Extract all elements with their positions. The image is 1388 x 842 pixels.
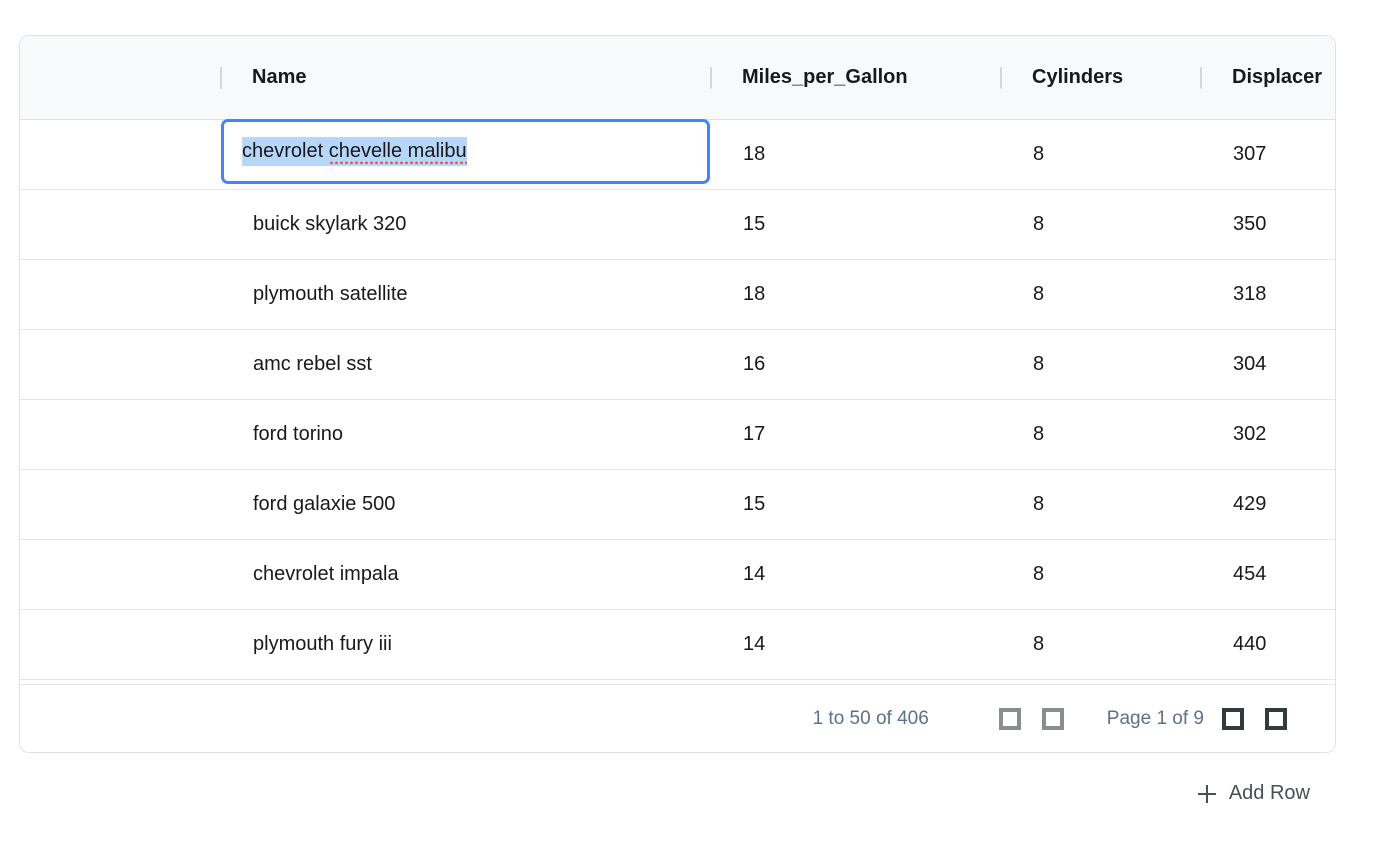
cell-mpg[interactable]: 16 [743,353,766,375]
cell-mpg[interactable]: 15 [743,493,766,515]
pagination-controls: 1 to 50 of 406 Page 1 of 9 [813,685,1287,752]
column-resize-handle-mpg[interactable] [710,67,712,89]
table-row[interactable]: chevrolet chevelle malibu 18 8 307 [20,119,1335,190]
previous-page-button[interactable] [1041,707,1064,730]
row-select-cell[interactable] [20,400,222,469]
column-header-name-label: Name [252,66,307,88]
table-row[interactable]: ford galaxie 500 15 8 429 [20,470,1335,540]
row-select-cell[interactable] [20,610,222,679]
column-header-miles-per-gallon[interactable]: Miles_per_Gallon [712,36,1002,119]
table-row[interactable]: amc rebel sst 16 8 304 [20,330,1335,400]
cell-cylinders[interactable]: 8 [1033,423,1045,445]
column-header-name[interactable]: Name [222,36,712,119]
cell-cylinders[interactable]: 8 [1033,493,1045,515]
column-header-displacement[interactable]: Displacer [1202,36,1335,119]
grid-header-row: Name Miles_per_Gallon Cylinders Displace… [20,36,1335,120]
column-header-cylinders[interactable]: Cylinders [1002,36,1202,119]
column-header-cylinders-label: Cylinders [1032,66,1124,88]
cell-cylinders[interactable]: 8 [1033,283,1045,305]
cell-cylinders[interactable]: 8 [1033,563,1045,585]
cell-displacement[interactable]: 307 [1233,143,1267,165]
cell-editor-text-misspelled: chevelle malibu [328,140,467,162]
column-resize-handle-name[interactable] [220,67,222,89]
table-row[interactable]: chevrolet impala 14 8 454 [20,540,1335,610]
table-row[interactable]: plymouth fury iii 14 8 440 [20,610,1335,680]
grid-footer: 1 to 50 of 406 Page 1 of 9 [20,684,1335,752]
cell-cylinders[interactable]: 8 [1033,633,1045,655]
column-header-select [20,36,222,119]
row-select-cell[interactable] [20,120,222,189]
cell-mpg[interactable]: 17 [743,423,766,445]
cell-editor-text-plain: chevrolet [242,140,329,162]
row-select-cell[interactable] [20,470,222,539]
cell-editor-name[interactable]: chevrolet chevelle malibu [221,119,710,184]
cell-name[interactable]: plymouth fury iii [253,633,392,655]
cell-name[interactable]: ford galaxie 500 [253,493,396,515]
add-row-button[interactable]: Add Row [1197,782,1310,805]
next-page-button[interactable] [1222,707,1244,730]
table-row[interactable]: ford torino 17 8 302 [20,400,1335,470]
cell-name[interactable]: chevrolet impala [253,563,399,585]
cell-displacement[interactable]: 429 [1233,493,1267,515]
cell-mpg[interactable]: 18 [743,143,766,165]
cell-editor-text: chevrolet chevelle malibu [242,137,467,166]
column-resize-handle-displacement[interactable] [1200,67,1202,89]
cell-mpg[interactable]: 14 [743,633,766,655]
table-row[interactable]: plymouth satellite 18 8 318 [20,260,1335,330]
cell-displacement[interactable]: 350 [1233,213,1267,235]
cell-displacement[interactable]: 302 [1233,423,1267,445]
cell-displacement[interactable]: 454 [1233,563,1267,585]
cell-mpg[interactable]: 18 [743,283,766,305]
column-header-displacement-label: Displacer [1232,66,1323,88]
cell-cylinders[interactable]: 8 [1033,143,1045,165]
column-header-miles-per-gallon-label: Miles_per_Gallon [742,66,908,88]
cell-displacement[interactable]: 318 [1233,283,1267,305]
plus-icon [1197,784,1216,803]
first-page-button[interactable] [998,707,1021,730]
pagination-page-label: Page 1 of 9 [1106,707,1204,729]
row-select-cell[interactable] [20,540,222,609]
cell-mpg[interactable]: 14 [743,563,766,585]
cell-displacement[interactable]: 440 [1233,633,1267,655]
grid-body: chevrolet chevelle malibu 18 8 307 buick… [20,119,1335,684]
column-resize-handle-cylinders[interactable] [1000,67,1002,89]
add-row-label: Add Row [1228,782,1310,804]
cell-cylinders[interactable]: 8 [1033,213,1045,235]
cell-name[interactable]: plymouth satellite [253,283,408,305]
last-page-button[interactable] [1265,707,1287,730]
table-row[interactable]: buick skylark 320 15 8 350 [20,190,1335,260]
cell-cylinders[interactable]: 8 [1033,353,1045,375]
pagination-summary: 1 to 50 of 406 [812,707,929,729]
data-grid: Name Miles_per_Gallon Cylinders Displace… [19,35,1336,753]
cell-name[interactable]: amc rebel sst [253,353,372,375]
cell-name[interactable]: ford torino [253,423,344,445]
cell-displacement[interactable]: 304 [1233,353,1267,375]
cell-mpg[interactable]: 15 [743,213,766,235]
row-select-cell[interactable] [20,260,222,329]
row-select-cell[interactable] [20,330,222,399]
cell-name[interactable]: buick skylark 320 [253,213,407,235]
row-select-cell[interactable] [20,190,222,259]
